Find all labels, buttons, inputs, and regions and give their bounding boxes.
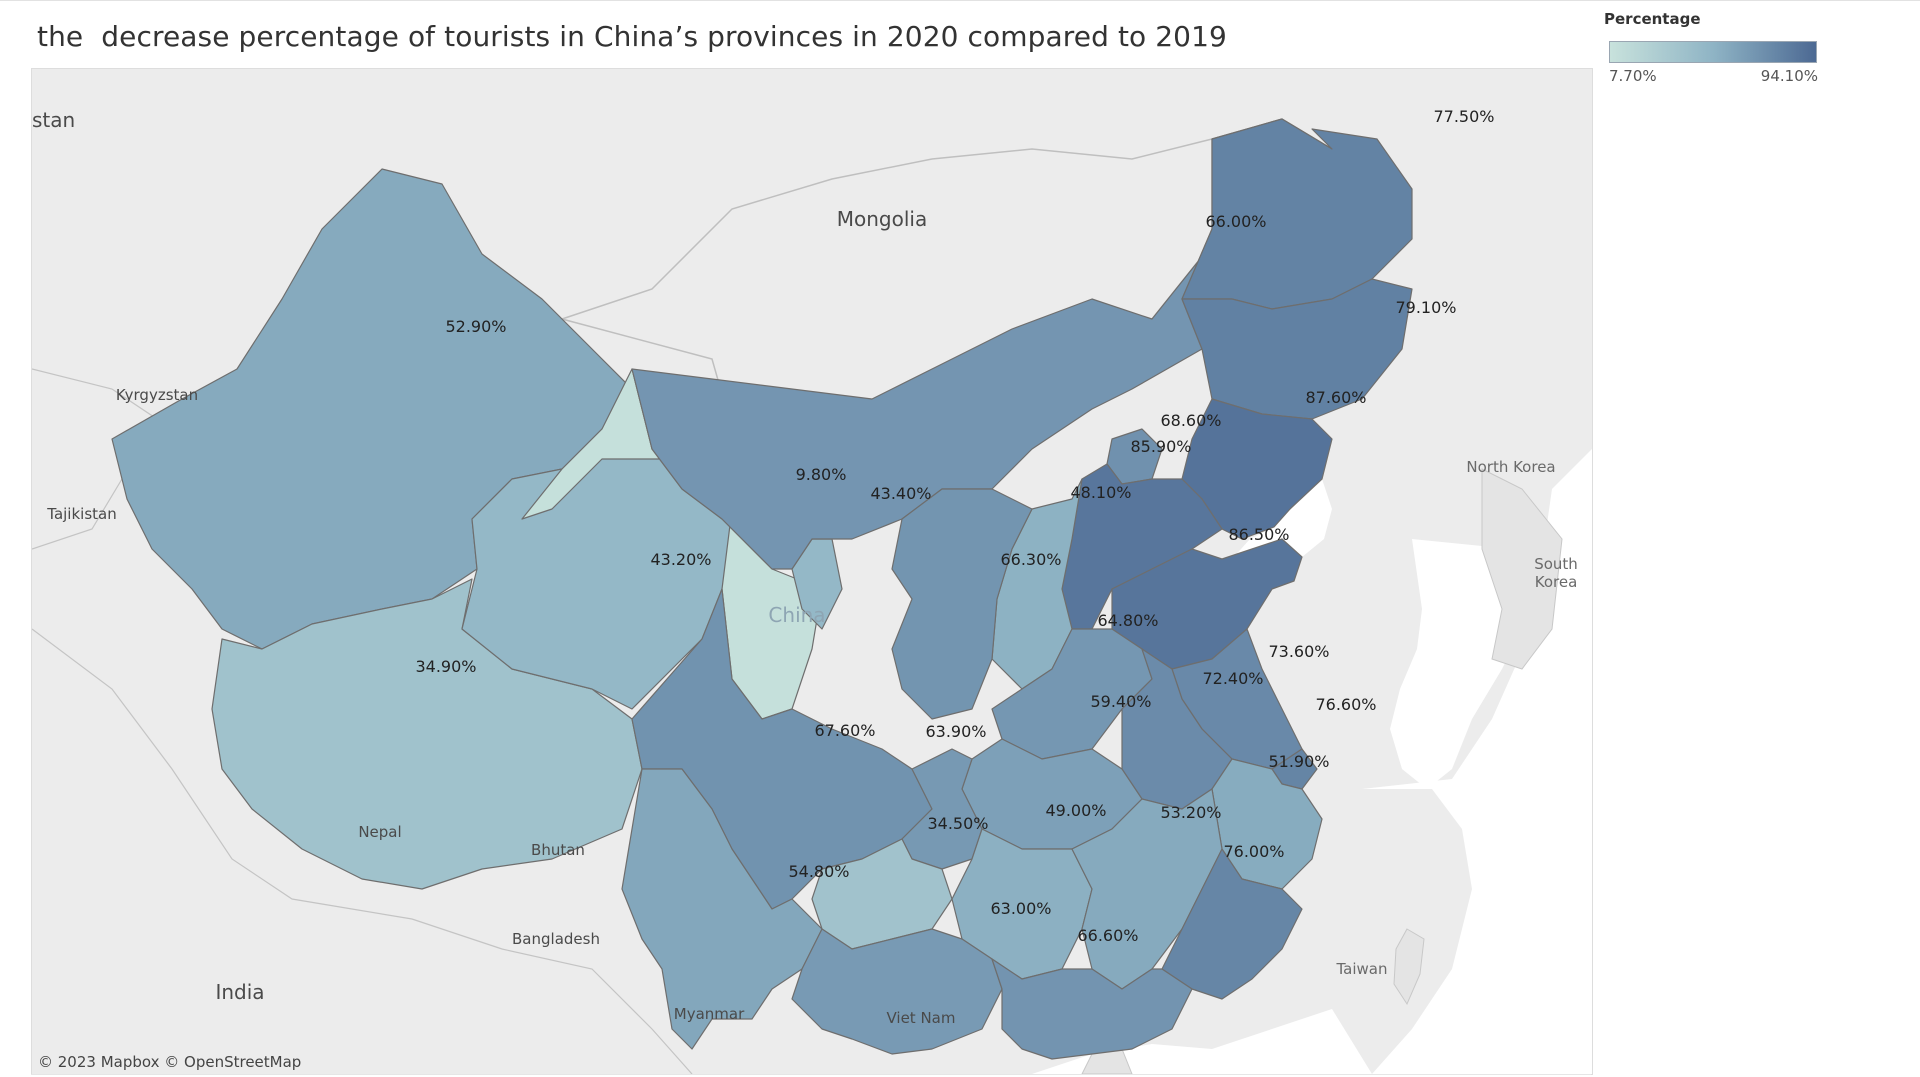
value-label-beijing: 68.60% xyxy=(1160,411,1221,430)
legend-color-ramp xyxy=(1609,41,1817,63)
value-label-ningxia: 43.40% xyxy=(870,484,931,503)
value-label-tibet: 34.90% xyxy=(415,657,476,676)
value-label-gansu: 9.80% xyxy=(796,465,847,484)
place-labels: stan Mongolia Kyrgyzstan Tajikistan North Ko… xyxy=(32,108,1578,1027)
color-legend[interactable]: Percentage 7.70% 94.10% xyxy=(1598,8,1828,98)
value-label-jiangsu: 73.60% xyxy=(1268,642,1329,661)
value-label-shanghai: 76.60% xyxy=(1315,695,1376,714)
taiwan-island xyxy=(1393,928,1425,1006)
value-label-zhejiang: 51.90% xyxy=(1268,752,1329,771)
value-label-guangxi: 63.00% xyxy=(990,899,1051,918)
value-label-shandong: 86.50% xyxy=(1228,525,1289,544)
value-label-hunan: 49.00% xyxy=(1045,801,1106,820)
place-label-myanmar: Myanmar xyxy=(674,1005,745,1023)
place-label-kyrgyzstan: Kyrgyzstan xyxy=(116,386,198,404)
map-labels: 52.90% 34.90% 43.20% 9.80% 43.40% 66.00% 77.50… xyxy=(415,107,1494,945)
value-label-henan: 64.80% xyxy=(1097,611,1158,630)
province-guangxi[interactable] xyxy=(791,928,1003,1055)
value-label-hebei: 85.90% xyxy=(1130,437,1191,456)
place-label-bhutan: Bhutan xyxy=(531,841,585,859)
place-label-china: China xyxy=(768,603,825,627)
value-label-jiangxi: 53.20% xyxy=(1160,803,1221,822)
value-label-shanxi: 48.10% xyxy=(1070,483,1131,502)
place-label-north-korea: North Korea xyxy=(1466,458,1555,476)
place-label-nepal: Nepal xyxy=(358,823,401,841)
map-attribution[interactable]: © 2023 Mapbox © OpenStreetMap xyxy=(38,1053,301,1071)
province-yunnan[interactable] xyxy=(621,768,823,1050)
place-label-taiwan: Taiwan xyxy=(1335,960,1387,978)
yellow-sea xyxy=(1390,539,1532,789)
bottom-divider xyxy=(31,1074,1591,1075)
legend-title: Percentage xyxy=(1604,10,1701,28)
value-label-inner-mongolia: 66.00% xyxy=(1205,212,1266,231)
province-regions xyxy=(111,118,1413,1060)
value-label-guangdong: 66.60% xyxy=(1077,926,1138,945)
province-guizhou[interactable] xyxy=(811,838,953,950)
india-border xyxy=(32,628,693,1074)
value-label-sichuan: 67.60% xyxy=(814,721,875,740)
value-label-shaanxi: 66.30% xyxy=(1000,550,1061,569)
place-label-stan: stan xyxy=(32,108,75,132)
province-shaanxi[interactable] xyxy=(891,488,1033,720)
value-label-jilin: 79.10% xyxy=(1395,298,1456,317)
place-label-viet-nam: Viet Nam xyxy=(886,1009,955,1027)
place-label-south-korea: South xyxy=(1534,555,1578,573)
place-label-mongolia: Mongolia xyxy=(837,207,927,231)
province-guangdong[interactable] xyxy=(991,958,1193,1060)
value-label-guizhou: 34.50% xyxy=(927,814,988,833)
page-title: the decrease percentage of tourists in C… xyxy=(37,20,1227,53)
province-fujian[interactable] xyxy=(1161,848,1303,1000)
value-label-qinghai: 43.20% xyxy=(650,550,711,569)
legend-min-label: 7.70% xyxy=(1609,67,1657,85)
value-label-anhui: 72.40% xyxy=(1202,669,1263,688)
value-label-heilongjiang: 77.50% xyxy=(1433,107,1494,126)
value-label-fujian: 76.00% xyxy=(1223,842,1284,861)
value-label-chongqing: 63.90% xyxy=(925,722,986,741)
choropleth-map[interactable]: 52.90% 34.90% 43.20% 9.80% 43.40% 66.00% 77.50… xyxy=(32,69,1592,1074)
value-label-hubei: 59.40% xyxy=(1090,692,1151,711)
value-label-liaoning: 87.60% xyxy=(1305,388,1366,407)
top-divider xyxy=(0,0,1920,1)
map-view[interactable]: 52.90% 34.90% 43.20% 9.80% 43.40% 66.00% 77.50… xyxy=(31,68,1593,1075)
legend-max-label: 94.10% xyxy=(1760,67,1818,85)
east-china-sea xyxy=(1362,449,1592,1074)
place-label-south-korea: Korea xyxy=(1535,573,1578,591)
place-label-tajikistan: Tajikistan xyxy=(46,505,116,523)
place-label-bangladesh: Bangladesh xyxy=(512,930,600,948)
korea-peninsula xyxy=(1481,468,1563,670)
place-label-india: India xyxy=(215,980,264,1004)
value-label-yunnan: 54.80% xyxy=(788,862,849,881)
value-label-xinjiang: 52.90% xyxy=(445,317,506,336)
